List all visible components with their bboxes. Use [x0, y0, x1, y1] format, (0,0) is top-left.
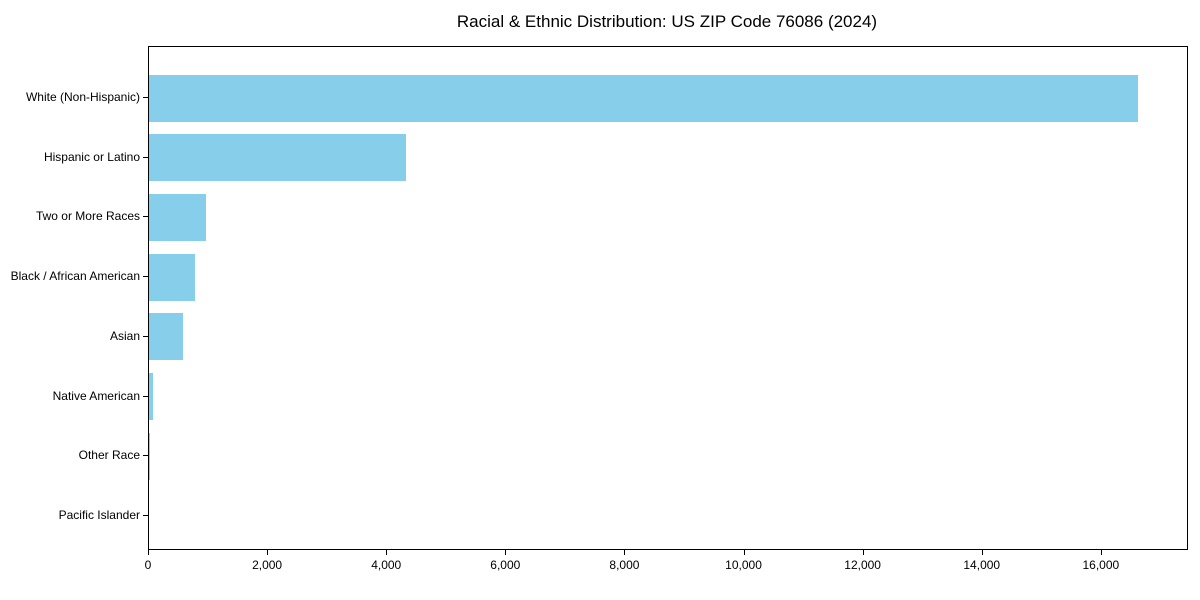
x-tick-label-2-000: 2,000: [252, 558, 283, 572]
y-tick-black-african-american: [143, 276, 148, 278]
y-tick-label-two-or-more-races: Two or More Races: [35, 209, 140, 224]
y-tick-hispanic-or-latino: [143, 156, 148, 158]
x-tick-2-000: [267, 550, 269, 555]
bar-asian: [149, 313, 184, 361]
y-tick-two-or-more-races: [143, 216, 148, 218]
bar-white-non-hispanic: [149, 74, 1138, 122]
x-tick-8-000: [624, 550, 626, 555]
y-tick-native-american: [143, 395, 148, 397]
y-tick-label-hispanic-or-latino: Hispanic or Latino: [43, 149, 140, 164]
y-tick-white-non-hispanic: [143, 97, 148, 98]
plot-area: [148, 46, 1188, 550]
bar-native-american: [149, 373, 153, 421]
y-tick-asian: [143, 335, 148, 337]
y-tick-label-black-african-american: Black / African American: [10, 269, 140, 284]
x-tick-label-10-000: 10,000: [725, 558, 762, 572]
y-tick-label-native-american: Native American: [52, 388, 140, 403]
x-tick-0: [148, 550, 149, 555]
bar-hispanic-or-latino: [149, 134, 407, 182]
y-tick-label-other-race: Other Race: [78, 448, 140, 463]
x-tick-label-12-000: 12,000: [844, 558, 881, 572]
y-tick-label-white-non-hispanic: White (Non-Hispanic): [25, 90, 140, 104]
x-tick-6-000: [505, 550, 507, 555]
x-tick-label-14-000: 14,000: [963, 558, 1001, 572]
x-tick-label-4-000: 4,000: [371, 558, 402, 572]
x-tick-14-000: [981, 550, 983, 555]
x-tick-4-000: [386, 550, 388, 555]
y-tick-label-pacific-islander: Pacific Islander: [58, 507, 140, 522]
x-tick-10-000: [743, 550, 745, 555]
x-tick-label-0: 0: [144, 558, 152, 572]
x-tick-label-16-000: 16,000: [1082, 558, 1120, 572]
y-tick-pacific-islander: [143, 514, 148, 516]
bar-other-race: [149, 432, 151, 480]
bar-two-or-more-races: [149, 193, 207, 241]
x-tick-label-8-000: 8,000: [609, 558, 640, 572]
bar-black-african-american: [149, 253, 196, 301]
x-tick-16-000: [1100, 550, 1102, 555]
chart-title: Racial & Ethnic Distribution: US ZIP Cod…: [456, 12, 878, 31]
y-tick-other-race: [143, 455, 148, 457]
x-tick-12-000: [862, 550, 864, 555]
x-tick-label-6-000: 6,000: [490, 558, 521, 572]
y-tick-label-asian: Asian: [109, 328, 140, 343]
